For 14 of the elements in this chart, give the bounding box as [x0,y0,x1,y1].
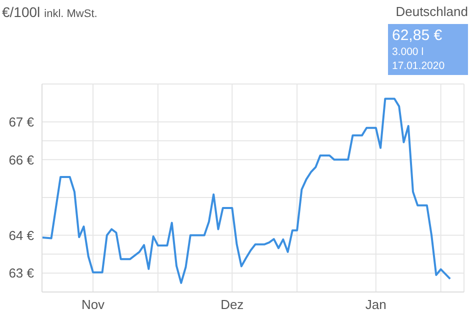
y-tick-label: 66 € [8,152,35,168]
y-tick-label: 64 € [8,228,35,243]
text: 17.01.2020 [392,60,446,72]
text: 62,85 € [392,27,444,44]
x-tick-label: Nov [81,297,106,312]
y-tick-label: 67 € [8,114,35,130]
text: Deutschland [396,4,468,19]
x-tick-label: Dez [220,297,244,312]
y-tick-label: 63 € [8,266,35,281]
y-axis-title: €/100l [2,4,40,20]
line-series [42,98,452,284]
x-tick-label: Jan [365,297,386,312]
chart-subtitle: inkl. MwSt. [44,8,98,20]
text: 3.000 l [392,46,425,58]
